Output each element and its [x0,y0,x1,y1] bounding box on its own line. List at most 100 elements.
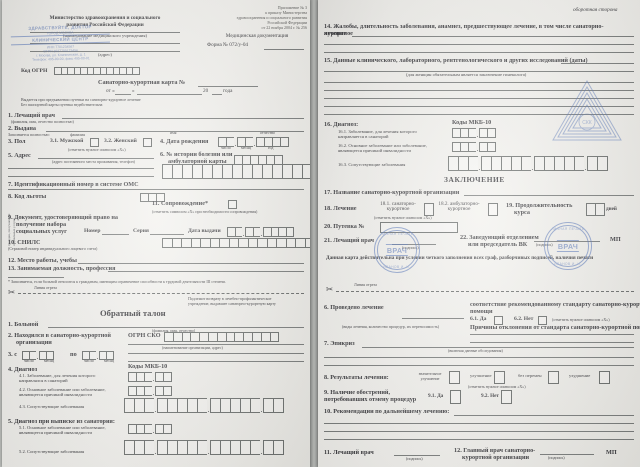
field-19-unit: дней [606,206,617,212]
field-10r-rule-3[interactable] [324,431,634,432]
coupon-field-3-num: 3. [8,351,13,358]
field-15-rule-1[interactable] [561,63,634,64]
cut-line-dashes [18,293,304,294]
field-11r-signature-rule[interactable] [394,455,440,456]
field-16-2-cells[interactable] [452,142,496,152]
field-9-2-checkbox-no[interactable] [501,390,512,404]
field-11-checkbox-escort[interactable] [228,200,237,209]
coupon-field-4-1-cells[interactable] [128,372,172,382]
coupon-field-2-label-2: организации [16,339,52,346]
field-10r-rule-1[interactable] [454,415,634,416]
coupon-org-rule-2[interactable] [128,353,304,354]
field-5-input-rule-2[interactable] [8,168,154,169]
field-19-duration-cells[interactable] [586,203,605,216]
field-10r-num: 10. [324,408,332,415]
field-4-birthdate-cells[interactable] [218,137,289,147]
field-1-input-rule[interactable] [62,118,304,119]
field-6-label-line-1: 6. № истории болезни или [160,151,232,159]
field-16-3-cells[interactable] [448,156,608,171]
coupon-field-3-from: с [14,351,17,358]
coupon-field-1-rule[interactable] [48,327,304,328]
field-8r-checkbox-worsening[interactable] [599,371,610,384]
field-9-1-checkbox-yes[interactable] [450,390,461,404]
field-20-num: 20. [324,223,332,230]
field-8r-option-3: без перемен [518,373,542,378]
field-18-checkbox-ambulatory[interactable] [488,203,498,216]
field-10r-rule-2[interactable] [324,423,634,424]
field-1-text: Лечащий врач [14,112,55,119]
seal-place-label-2: МП [606,449,617,456]
field-6-1-checkbox-yes[interactable] [494,316,503,325]
field-15-rule-6[interactable] [324,106,634,107]
field-6-num: 6. [160,151,165,158]
coupon-org-rule-1[interactable] [128,344,304,345]
coupon-field-3-to-cells[interactable] [82,351,114,360]
field-3-checkbox-female[interactable] [143,138,152,147]
form-number-label: Форма № 072/у-04 [207,42,249,48]
coupon-org-rule-3[interactable] [128,361,304,362]
field-9-series-rule[interactable] [150,234,184,235]
field-18-checkbox-sanatorium[interactable] [424,203,434,216]
field-22-label-2: или председатель ВК [468,241,528,248]
field-6-2-label: 6.2. Нет [514,316,534,322]
field-6r-num: 6. [324,304,329,311]
field-8r-checkbox-no-change[interactable] [548,371,559,384]
field-7-oms-cells[interactable] [162,164,310,179]
field-9-issuedate-cells[interactable] [227,227,294,237]
field-7r-text: Эпикриз [330,340,355,347]
field-12r-signature-rule[interactable] [540,454,594,455]
field-7r-rule-1[interactable] [362,347,634,348]
coupon-field-3-from-month: месяц [44,358,55,363]
ogrn-code-cells[interactable] [54,67,140,75]
field-8-benefit-cells[interactable] [140,193,165,202]
field-9-2-label: 9.2. Нет [481,393,499,399]
field-3-checkbox-male[interactable] [90,138,99,147]
field-13-input-rule[interactable] [108,271,304,272]
field-6r-reasons-label: Причины отклонения от стандарта санаторн… [470,324,640,331]
field-8r-checkbox-improvement[interactable] [494,371,505,384]
appendix-line-3: здравоохранения и социального развития [236,15,307,20]
field-15-rule-7[interactable] [324,114,634,115]
field-6r-reasons-rule-2[interactable] [470,342,634,343]
field-2-input-rule[interactable] [46,131,304,132]
coupon-field-5-2-cells[interactable] [124,440,284,455]
field-17-rule[interactable] [464,195,634,196]
field-19-text-1: Продолжительность [515,202,573,209]
round-stamp-center-left: ВРАЧ [385,244,409,256]
field-15-rule-3[interactable] [324,82,634,83]
coupon-field-4-2-cells[interactable] [128,386,172,396]
field-10r-rule-4[interactable] [324,439,634,440]
field-10-snils-cells[interactable] [162,238,310,248]
field-15-rule-2[interactable] [324,71,634,72]
coupon-ogrn-sko-cells[interactable] [164,332,280,342]
field-9-number-rule[interactable] [102,234,129,235]
coupon-field-4-3-cells[interactable] [124,398,284,413]
field-6r-rule[interactable] [402,318,464,319]
doctor-round-stamp-right: ЛИЧНАЯ ПЕЧАТЬ ВРАЧ ИВАНОВ И. И. [544,222,592,270]
side-note-line-1: граждан, получающих [7,213,11,246]
field-5-input-rule-1[interactable] [38,158,154,159]
field-7r-rule-3[interactable] [324,365,634,366]
field-7r-rule-2[interactable] [324,357,634,358]
field-16-text: Диагноз: [333,121,359,128]
field-15-rule-4[interactable] [324,90,634,91]
coupon-title: Обратный талон [100,308,166,318]
field-14-rule-1[interactable] [352,36,634,37]
coupon-field-3-from-cells[interactable] [22,351,54,360]
field-16-1-cells[interactable] [452,128,496,138]
field-8r-checkbox-significant-improvement[interactable] [449,371,460,384]
field-6-2-checkbox-no[interactable] [538,316,547,325]
field-22-num: 22. [460,234,468,241]
coupon-field-5-1-cells[interactable] [128,424,172,434]
field-3-num: 3. [8,138,13,145]
field-5-input-rule-3[interactable] [8,176,154,177]
field-11r-label: 11. Лечащий врач [324,449,374,457]
field-14-text: Жалобы, длительность заболевания, анамне… [324,23,604,37]
field-6r-reasons-rule-1[interactable] [470,334,634,335]
field-15-rule-5[interactable] [324,98,634,99]
card-title: Санаторно-курортная карта № [98,79,186,86]
field-14-rule-2[interactable] [324,44,634,45]
field-12-input-rule[interactable] [78,263,304,264]
field-20-voucher-input[interactable] [380,222,458,233]
field-14-rule-3[interactable] [324,52,634,53]
